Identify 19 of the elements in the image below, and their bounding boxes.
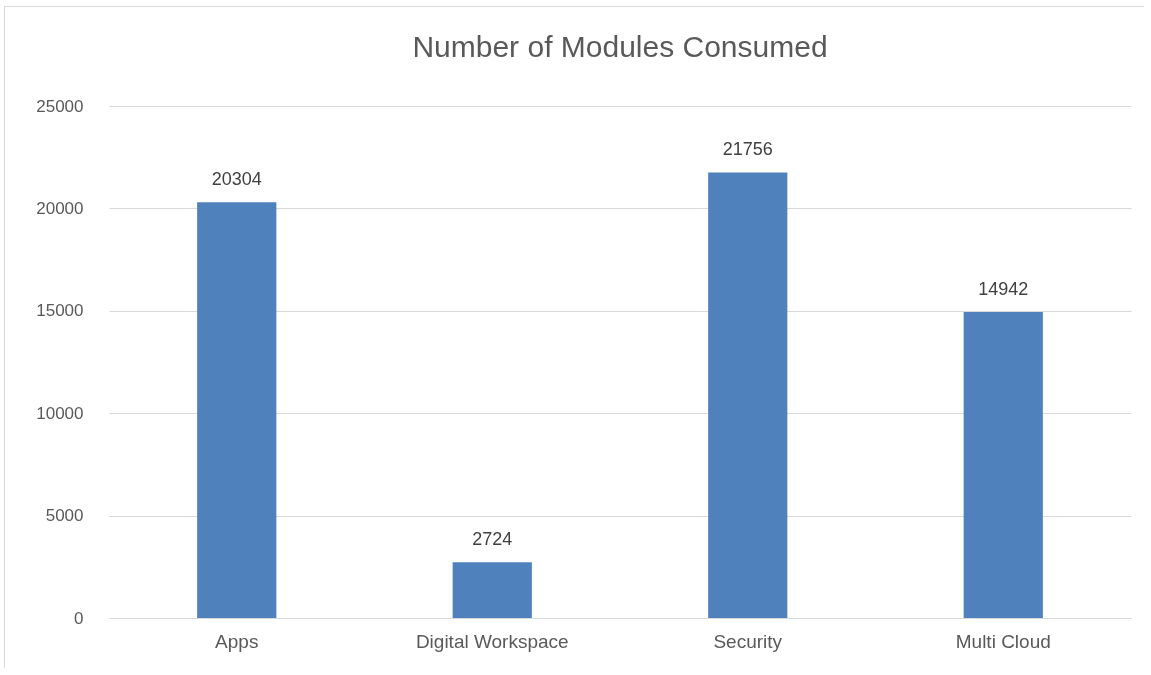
data-label: 21756 — [722, 139, 773, 160]
y-tick-label: 25000 — [36, 96, 84, 116]
data-label: 14942 — [978, 278, 1029, 299]
bar — [197, 202, 277, 618]
x-tick-label: Security — [713, 630, 783, 652]
y-tick-label: 5000 — [45, 506, 84, 526]
x-tick-label: Multi Cloud — [955, 630, 1051, 652]
data-label: 2724 — [472, 529, 513, 550]
x-tick-label: Apps — [215, 630, 259, 652]
data-label: 20304 — [211, 169, 262, 190]
x-tick-label: Digital Workspace — [415, 630, 569, 652]
bar — [708, 172, 788, 618]
chart-title: Number of Modules Consumed — [412, 30, 828, 63]
y-tick-label: 0 — [74, 608, 84, 628]
y-tick-label: 10000 — [36, 403, 84, 423]
y-tick-label: 20000 — [36, 198, 84, 218]
bar — [963, 311, 1043, 618]
y-tick-label: 15000 — [36, 301, 84, 321]
bar — [452, 562, 532, 618]
